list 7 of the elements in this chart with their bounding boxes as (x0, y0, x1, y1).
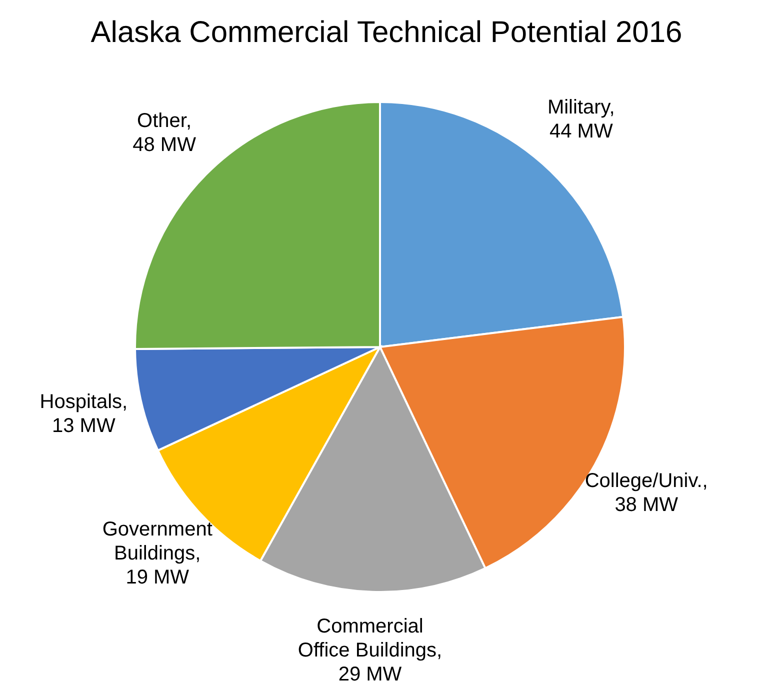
slice-label: Government Buildings, 19 MW (102, 518, 213, 589)
slice-label: College/Univ., 38 MW (584, 470, 708, 516)
slice-label: Other, 48 MW (132, 110, 196, 156)
chart-title: Alaska Commercial Technical Potential 2016 (90, 15, 684, 51)
slice-label: Military, 44 MW (547, 96, 615, 142)
slice-label: Hospitals, 13 MW (40, 390, 128, 437)
slice-label: Commercial Office Buildings, 29 MW (298, 616, 442, 686)
